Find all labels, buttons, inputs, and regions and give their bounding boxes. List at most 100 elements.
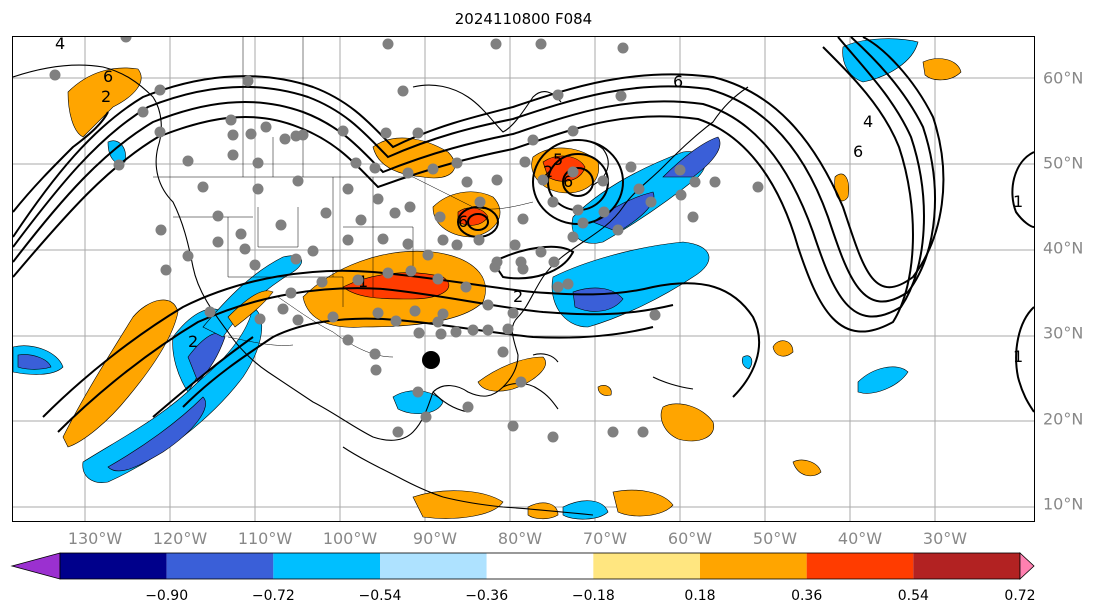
station-marker (350, 157, 362, 169)
station-marker (752, 181, 764, 193)
station-marker (370, 364, 382, 376)
station-marker (290, 253, 302, 265)
station-marker (154, 126, 166, 138)
contour-label: 4 (863, 112, 873, 131)
station-marker (507, 420, 519, 432)
station-marker (689, 176, 701, 188)
latitude-label: 20°N (1043, 409, 1084, 429)
station-marker (633, 183, 645, 195)
station-marker (427, 163, 439, 175)
station-marker (380, 127, 392, 139)
station-marker (342, 334, 354, 346)
station-marker (316, 276, 328, 288)
station-marker (137, 106, 149, 118)
contour-labels: 462126625646112 (55, 37, 1023, 366)
station-marker (519, 156, 531, 168)
longitude-label: 40°W (837, 529, 883, 548)
station-marker (535, 246, 547, 258)
latitude-label: 40°N (1043, 238, 1084, 258)
colorbar-tick-label: 0.72 (1004, 588, 1036, 604)
station-marker (674, 164, 686, 176)
station-marker (490, 38, 502, 50)
colorbar-bin (380, 553, 487, 579)
station-marker (405, 265, 417, 277)
longitude-label: 50°W (752, 529, 798, 548)
station-marker (432, 273, 444, 285)
station-marker (509, 239, 521, 251)
station-marker (285, 287, 297, 299)
station-marker (517, 263, 529, 275)
station-marker (502, 323, 514, 335)
station-marker (567, 231, 579, 243)
colorbar-tick-label: −0.36 (465, 588, 509, 604)
contour-label: 6 (563, 172, 573, 191)
station-marker (355, 214, 367, 226)
station-marker (517, 213, 529, 225)
colorbar-bin (806, 553, 914, 579)
latitude-label: 60°N (1043, 68, 1084, 88)
station-marker (154, 84, 166, 96)
longitude-label: 70°W (582, 529, 628, 548)
colorbar-bin (700, 553, 807, 579)
longitude-label: 110°W (237, 529, 293, 548)
station-marker (612, 224, 624, 236)
station-marker (197, 181, 209, 193)
station-marker (597, 175, 609, 187)
station-marker (548, 256, 560, 268)
station-marker (155, 224, 167, 236)
map-panel: 462126625646112 (12, 36, 1035, 522)
station-marker (277, 303, 289, 315)
colorbar-bin (486, 553, 594, 579)
colorbar-bin (60, 553, 167, 579)
map-canvas: 462126625646112 (13, 37, 1034, 521)
station-marker (462, 401, 474, 413)
contour-label: 2 (188, 332, 198, 351)
station-marker (397, 85, 409, 97)
contour-label: 6 (673, 72, 683, 91)
contour-label: 2 (513, 287, 523, 306)
station-marker (372, 193, 384, 205)
longitude-label: 100°W (322, 529, 378, 548)
station-marker (572, 204, 584, 216)
station-marker (227, 129, 239, 141)
station-marker (252, 183, 264, 195)
contour-label: 6 (103, 67, 113, 86)
station-marker (617, 42, 629, 54)
colorbar-bin (273, 553, 380, 579)
station-marker (369, 348, 381, 360)
station-markers (49, 37, 764, 443)
station-marker (337, 125, 349, 137)
colorbar-bin (913, 553, 1020, 579)
station-marker (279, 133, 291, 145)
station-marker (547, 196, 559, 208)
longitude-label: 80°W (497, 529, 543, 548)
station-marker (212, 236, 224, 248)
latitude-label: 10°N (1043, 494, 1084, 514)
station-marker (675, 189, 687, 201)
station-marker (292, 314, 304, 326)
station-marker (227, 149, 239, 161)
station-marker (260, 121, 272, 133)
station-marker (204, 306, 216, 318)
station-marker (451, 239, 463, 251)
station-marker (404, 201, 416, 213)
station-marker (577, 217, 589, 229)
longitude-label: 120°W (152, 529, 208, 548)
longitude-label: 60°W (667, 529, 713, 548)
station-marker (645, 196, 657, 208)
station-marker (412, 127, 424, 139)
longitude-label: 30°W (922, 529, 968, 548)
station-marker (709, 176, 721, 188)
colorbar-overflow (1019, 552, 1035, 580)
colorbar-tick-label: −0.54 (358, 588, 402, 604)
station-marker (420, 411, 432, 423)
contour-label: 6 (458, 212, 468, 231)
station-marker (562, 278, 574, 290)
station-marker (245, 128, 257, 140)
station-marker (389, 207, 401, 219)
station-marker (552, 281, 564, 293)
shaded-field (13, 38, 962, 520)
station-marker (49, 69, 61, 81)
station-marker (649, 309, 661, 321)
contour-label: 5 (553, 150, 563, 169)
